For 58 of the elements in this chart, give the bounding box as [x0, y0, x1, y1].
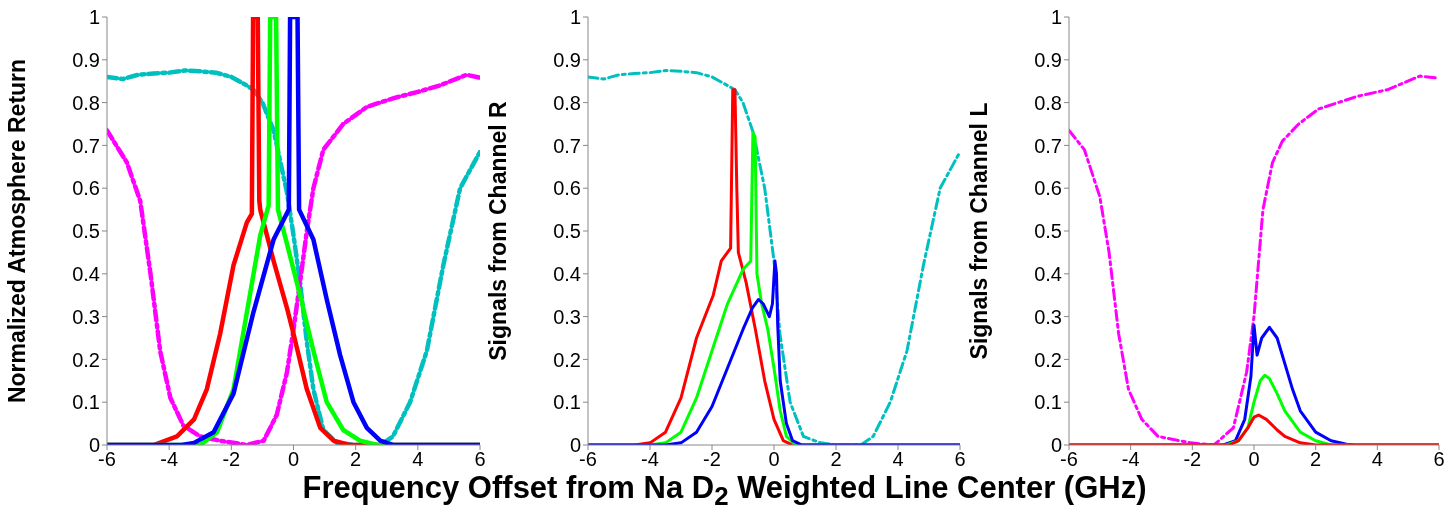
y-tick-label: 0.4 — [72, 262, 100, 285]
y-tick-label: 0.5 — [72, 220, 100, 243]
x-tick-label: -2 — [1183, 448, 1202, 471]
x-tick-label: -4 — [160, 448, 179, 471]
x-tick-label: -6 — [1060, 448, 1078, 471]
y-tick-label: 0.9 — [1034, 48, 1062, 71]
x-tick-label: -6 — [98, 448, 116, 471]
x-tick-label: 0 — [768, 448, 780, 471]
y-tick-label: 0.1 — [553, 391, 581, 414]
x-tick-label: 0 — [287, 448, 300, 471]
y-tick-label: 0.2 — [553, 348, 581, 371]
y-tick-label: 0.7 — [553, 134, 581, 157]
x-tick-label: 2 — [1310, 448, 1322, 471]
x-tick-label: 4 — [1371, 448, 1383, 471]
y-tick-label: 0.6 — [1034, 177, 1062, 200]
y-tick-label: 0.1 — [1034, 391, 1062, 414]
y-tick-label: 0.8 — [1034, 91, 1062, 114]
y-tick-label: 0.3 — [1034, 305, 1062, 328]
y-tick-label: 0.9 — [72, 48, 100, 71]
x-tick-label: -2 — [222, 448, 241, 471]
y-tick-label: 0.5 — [553, 220, 581, 243]
y-tick-label: 0.4 — [1034, 262, 1062, 285]
y-tick-label: 0.1 — [72, 391, 100, 414]
y-tick-label: 0.5 — [1034, 220, 1062, 243]
y-axis-title: Normalized Atmosphere Return — [4, 58, 31, 404]
y-tick-label: 0.7 — [1034, 134, 1062, 157]
y-tick-label: 1 — [1050, 6, 1062, 29]
y-tick-label: 0.2 — [72, 348, 100, 371]
y-tick-label: 0.4 — [553, 262, 581, 285]
y-tick-label: 0.3 — [553, 305, 581, 328]
x-tick-label: 6 — [474, 448, 486, 471]
y-tick-label: 0 — [88, 434, 100, 457]
x-tick-label: 6 — [1433, 448, 1445, 471]
x-tick-label: 4 — [412, 448, 424, 471]
y-tick-label: 0.6 — [553, 177, 581, 200]
x-axis-title: Frequency Offset from Na D$_{2}$ Weighted Line Center (GHz) — [301, 470, 1148, 512]
y-tick-label: 1 — [569, 6, 581, 29]
x-tick-label: -6 — [579, 448, 597, 471]
y-tick-label: 0.8 — [553, 91, 581, 114]
y-tick-label: 0.3 — [72, 305, 100, 328]
x-tick-label: 6 — [954, 448, 966, 471]
x-tick-label: 0 — [1248, 448, 1260, 471]
x-tick-label: -4 — [641, 448, 659, 471]
x-tick-label: -4 — [1121, 448, 1140, 471]
y-axis-title: Signals from Channel L — [966, 102, 993, 360]
y-tick-label: 0 — [569, 434, 581, 457]
y-tick-label: 1 — [88, 6, 100, 29]
y-tick-label: 0 — [1050, 434, 1062, 457]
x-tick-label: -2 — [703, 448, 721, 471]
y-tick-label: 0.9 — [553, 48, 581, 71]
x-tick-label: 4 — [892, 448, 904, 471]
x-tick-label: 2 — [350, 448, 362, 471]
y-tick-label: 0.6 — [72, 177, 100, 200]
x-tick-label: 2 — [830, 448, 842, 471]
y-tick-label: 0.8 — [72, 91, 100, 114]
y-tick-label: 0.7 — [72, 134, 100, 157]
y-axis-title: Signals from Channel R — [485, 100, 512, 361]
y-tick-label: 0.2 — [1034, 348, 1062, 371]
